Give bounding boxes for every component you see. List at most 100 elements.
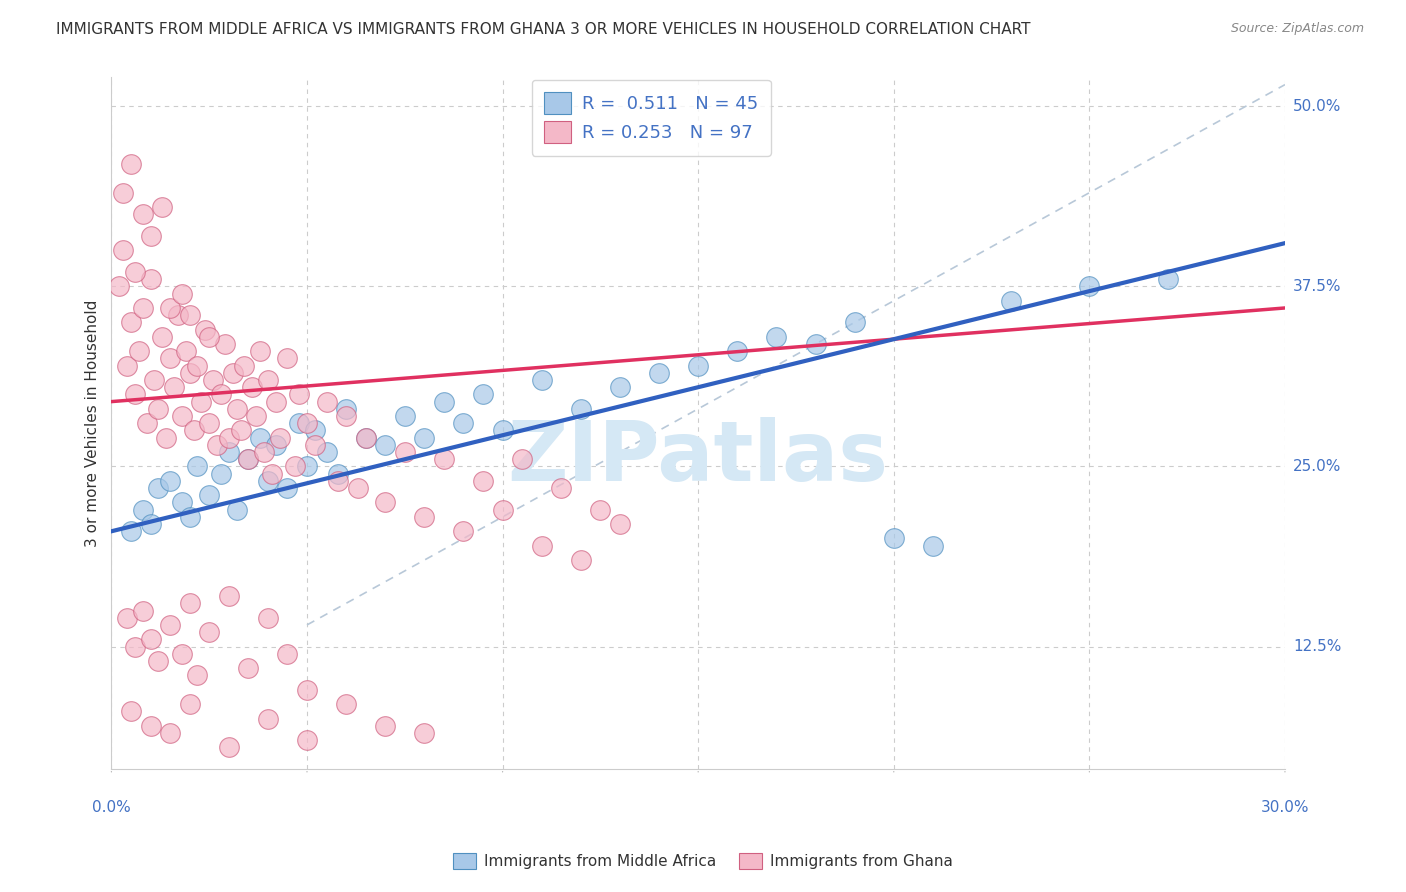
Point <box>186 459 208 474</box>
Point <box>202 373 225 387</box>
Point <box>209 387 232 401</box>
Point <box>225 502 247 516</box>
Point <box>198 416 221 430</box>
Point <box>295 459 318 474</box>
Point <box>167 308 190 322</box>
Point <box>148 401 170 416</box>
Point <box>124 265 146 279</box>
Point <box>139 272 162 286</box>
Point <box>159 474 181 488</box>
Point <box>295 682 318 697</box>
Text: 37.5%: 37.5% <box>1294 279 1341 293</box>
Point <box>725 344 748 359</box>
Point <box>295 416 318 430</box>
Point <box>1078 279 1101 293</box>
Point <box>155 431 177 445</box>
Point <box>284 459 307 474</box>
Point <box>609 517 631 532</box>
Point <box>179 509 201 524</box>
Point <box>304 438 326 452</box>
Point <box>150 200 173 214</box>
Point <box>413 726 436 740</box>
Point <box>148 481 170 495</box>
Point <box>131 603 153 617</box>
Text: Source: ZipAtlas.com: Source: ZipAtlas.com <box>1230 22 1364 36</box>
Point <box>108 279 131 293</box>
Point <box>264 394 287 409</box>
Point <box>198 625 221 640</box>
Point <box>225 401 247 416</box>
Point <box>335 697 357 711</box>
Point <box>131 207 153 221</box>
Point <box>589 502 612 516</box>
Point <box>550 481 572 495</box>
Text: 30.0%: 30.0% <box>1261 799 1309 814</box>
Point <box>269 431 291 445</box>
Point <box>115 611 138 625</box>
Point <box>264 438 287 452</box>
Point <box>804 337 827 351</box>
Point <box>394 409 416 423</box>
Point <box>112 186 135 200</box>
Point <box>233 359 256 373</box>
Point <box>120 315 142 329</box>
Point <box>238 661 260 675</box>
Point <box>179 697 201 711</box>
Point <box>472 387 495 401</box>
Point <box>472 474 495 488</box>
Point <box>170 286 193 301</box>
Point <box>124 640 146 654</box>
Point <box>179 366 201 380</box>
Point <box>238 452 260 467</box>
Point <box>295 733 318 747</box>
Point <box>374 495 396 509</box>
Point <box>347 481 370 495</box>
Point <box>183 424 205 438</box>
Text: ZIPatlas: ZIPatlas <box>508 417 889 499</box>
Point <box>249 344 271 359</box>
Point <box>190 394 212 409</box>
Point <box>1000 293 1022 308</box>
Point <box>179 308 201 322</box>
Point <box>159 351 181 366</box>
Point <box>491 424 513 438</box>
Point <box>883 532 905 546</box>
Point <box>209 467 232 481</box>
Point <box>112 244 135 258</box>
Point <box>170 409 193 423</box>
Text: 50.0%: 50.0% <box>1294 99 1341 114</box>
Point <box>374 438 396 452</box>
Point <box>609 380 631 394</box>
Point <box>159 301 181 315</box>
Point <box>276 351 298 366</box>
Point <box>238 452 260 467</box>
Point <box>253 445 276 459</box>
Text: 0.0%: 0.0% <box>91 799 131 814</box>
Point <box>335 401 357 416</box>
Point <box>205 438 228 452</box>
Point <box>354 431 377 445</box>
Point <box>257 712 280 726</box>
Point <box>159 726 181 740</box>
Point <box>922 539 945 553</box>
Point <box>249 431 271 445</box>
Point <box>139 632 162 647</box>
Point <box>453 416 475 430</box>
Point <box>648 366 671 380</box>
Y-axis label: 3 or more Vehicles in Household: 3 or more Vehicles in Household <box>86 300 100 547</box>
Point <box>413 431 436 445</box>
Point <box>229 424 252 438</box>
Text: 25.0%: 25.0% <box>1294 459 1341 474</box>
Legend: R =  0.511   N = 45, R = 0.253   N = 97: R = 0.511 N = 45, R = 0.253 N = 97 <box>531 79 770 156</box>
Point <box>218 740 240 755</box>
Point <box>218 431 240 445</box>
Point <box>688 359 710 373</box>
Point <box>198 330 221 344</box>
Point <box>131 301 153 315</box>
Point <box>315 445 337 459</box>
Point <box>433 452 456 467</box>
Point <box>257 373 280 387</box>
Point <box>413 509 436 524</box>
Point <box>328 467 350 481</box>
Point <box>335 409 357 423</box>
